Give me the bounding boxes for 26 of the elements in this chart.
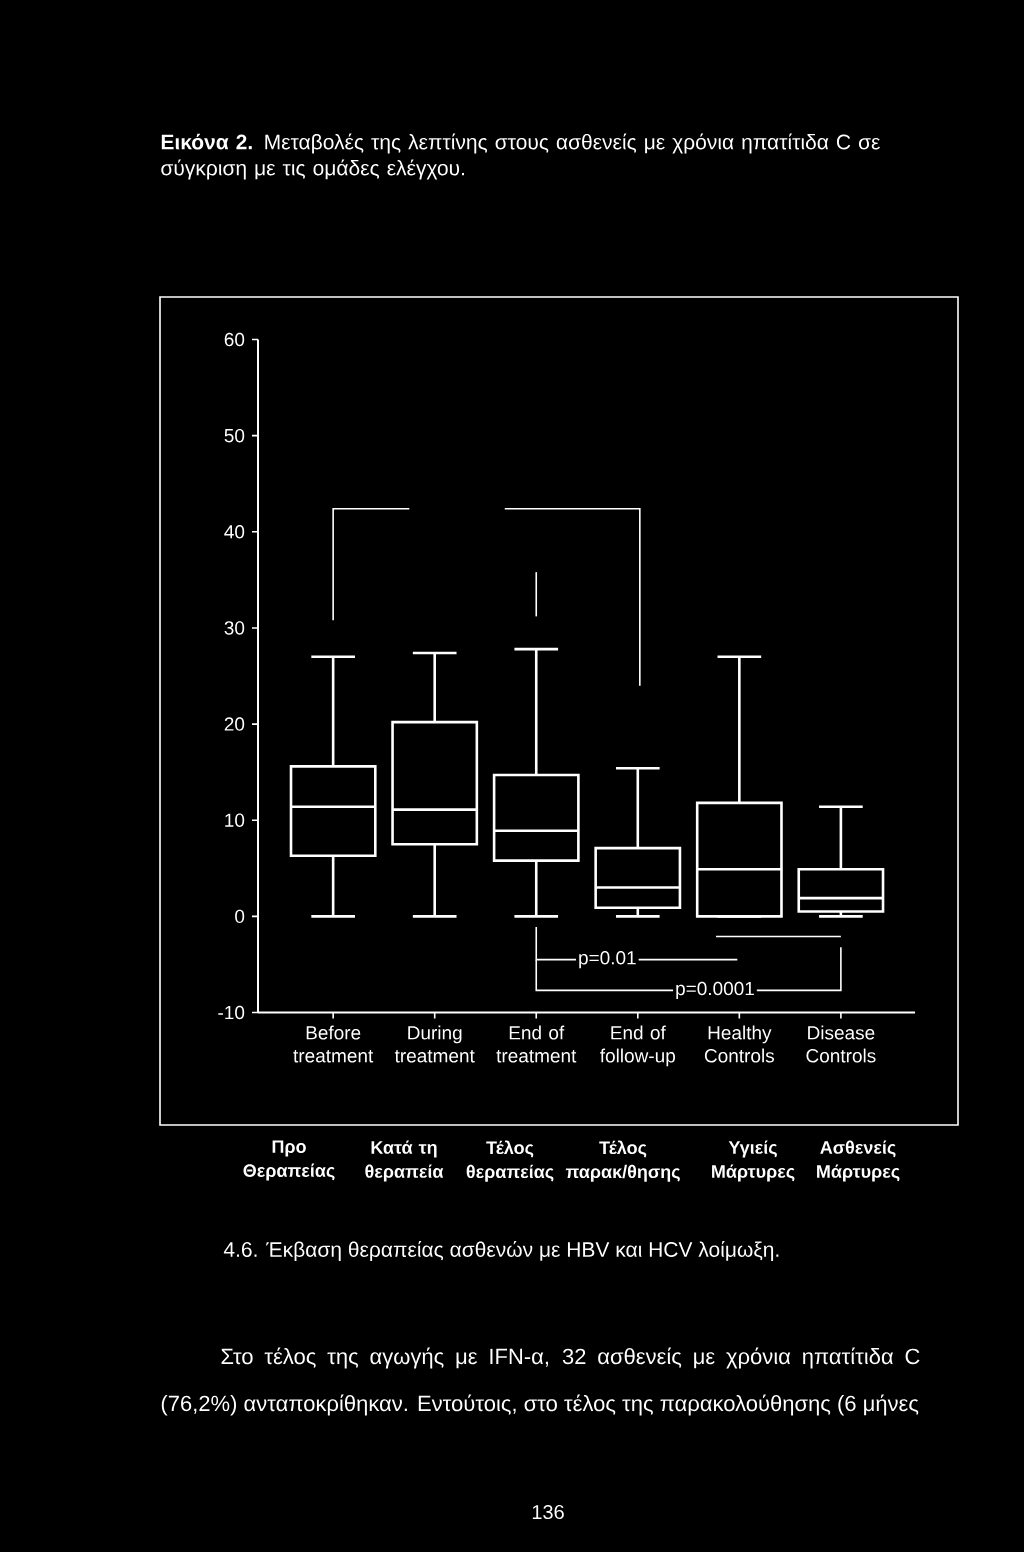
x-tick-label: Before treatment <box>293 1025 374 1063</box>
y-tick-label: 50 <box>224 428 245 443</box>
chart-title: Εικόνα 2. Μεταβολές της λεπτίνης στους ασθενείς με χρόνια ηπατίτιδα C σε σύγκριση με τις ομάδες ελέγχου. <box>161 133 880 180</box>
text: Τέλος θεραπείας <box>466 1140 554 1182</box>
x-tick-label: End of treatment <box>496 1025 577 1063</box>
y-tick-label: -10 <box>218 1005 245 1020</box>
annotation: p=0.01 <box>579 951 636 969</box>
x-tick-label: During treatment <box>394 1025 475 1063</box>
y-tick-label: 40 <box>224 525 245 539</box>
y-tick-label: 30 <box>224 621 245 635</box>
x-tick-label: Disease Controls <box>806 1025 876 1063</box>
text: Στο τέλος της αγωγής με IFN-α, 32 ασθενείς με χρόνια ηπατίτιδα C (76,2%) ανταποκρίθηκαν. Εντούτοις, στο τέλος της παρακολούθησης (6 μήνες <box>161 1347 920 1416</box>
y-tick-label: 10 <box>225 813 245 827</box>
text: Υγιείς Μάρτυρες <box>712 1140 795 1182</box>
text: 136 <box>532 1504 564 1520</box>
x-tick-label: Healthy Controls <box>704 1025 775 1063</box>
text: Ασθενείς Μάρτυρες <box>817 1140 900 1182</box>
y-tick-label: 0 <box>235 909 245 924</box>
annotation: p=0.0001 <box>676 981 754 1000</box>
text: Τέλος παρακ/θησης <box>565 1140 680 1182</box>
text: Κατά τη θεραπεία <box>365 1140 444 1182</box>
x-tick-label: End of follow-up <box>600 1025 676 1067</box>
text: 4.6. Έκβαση θεραπείας ασθενών με HBV και HCV λοίμωξη. <box>223 1240 779 1262</box>
text: Προ Θεραπείας <box>243 1140 335 1181</box>
y-tick-label: 60 <box>224 332 245 347</box>
y-tick-label: 20 <box>224 717 245 731</box>
